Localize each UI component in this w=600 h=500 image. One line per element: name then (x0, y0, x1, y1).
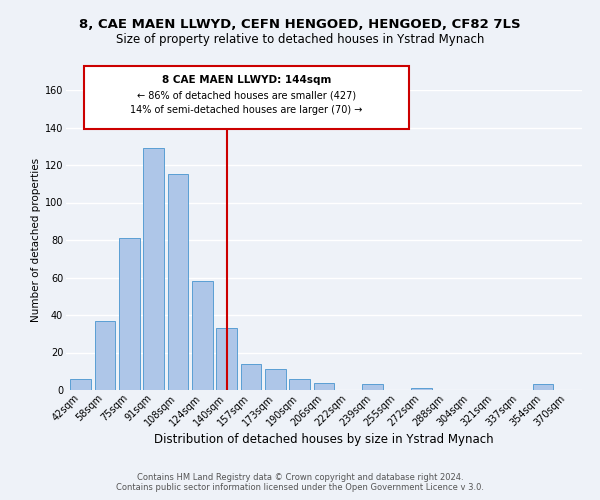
Text: 8, CAE MAEN LLWYD, CEFN HENGOED, HENGOED, CF82 7LS: 8, CAE MAEN LLWYD, CEFN HENGOED, HENGOED… (79, 18, 521, 30)
Y-axis label: Number of detached properties: Number of detached properties (31, 158, 41, 322)
Bar (70, 379, 91, 390)
Text: Contains public sector information licensed under the Open Government Licence v : Contains public sector information licen… (116, 484, 484, 492)
Bar (289, 379, 310, 390)
Bar (241, 364, 262, 390)
Bar (216, 328, 237, 390)
X-axis label: Distribution of detached houses by size in Ystrad Mynach: Distribution of detached houses by size … (154, 434, 494, 446)
Text: ← 86% of detached houses are smaller (427): ← 86% of detached houses are smaller (42… (137, 90, 356, 100)
Text: 8 CAE MAEN LLWYD: 144sqm: 8 CAE MAEN LLWYD: 144sqm (162, 75, 331, 85)
Bar (265, 370, 286, 390)
Text: 14% of semi-detached houses are larger (70) →: 14% of semi-detached houses are larger (… (130, 105, 363, 115)
Bar (411, 388, 432, 390)
Bar (95, 320, 115, 390)
Bar (192, 281, 212, 390)
Bar (533, 384, 553, 390)
Bar (167, 174, 188, 390)
Bar (314, 382, 334, 390)
Bar (362, 384, 383, 390)
FancyBboxPatch shape (84, 66, 409, 129)
Bar (143, 148, 164, 390)
Text: Contains HM Land Registry data © Crown copyright and database right 2024.: Contains HM Land Registry data © Crown c… (137, 474, 463, 482)
Text: Size of property relative to detached houses in Ystrad Mynach: Size of property relative to detached ho… (116, 32, 484, 46)
Bar (119, 238, 140, 390)
